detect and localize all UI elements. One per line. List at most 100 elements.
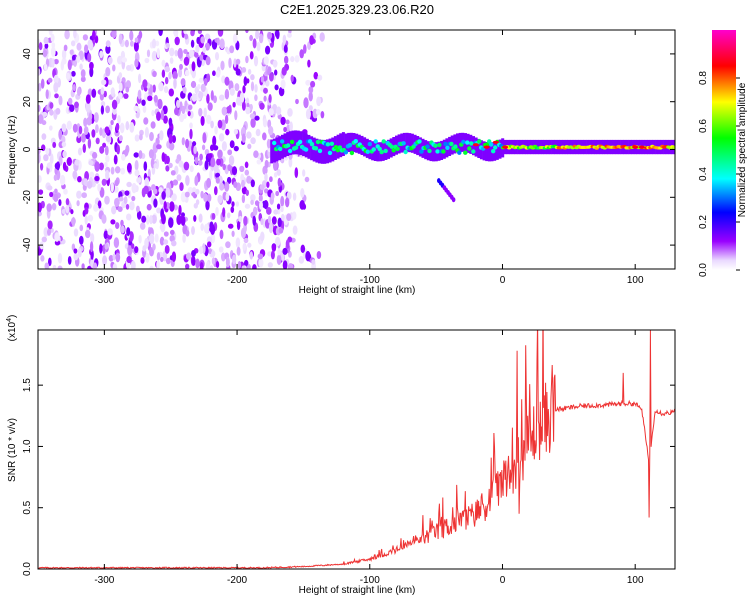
heatmap-noise-cell — [62, 150, 67, 158]
heatmap-noise-cell — [73, 253, 79, 261]
heatmap-noise-cell — [172, 179, 179, 186]
heatmap-noise-cell — [273, 209, 279, 215]
heatmap-noise-cell — [105, 134, 112, 143]
heatmap-noise-cell — [151, 109, 155, 117]
heatmap-noise-cell — [115, 252, 121, 263]
heatmap-noise-cell — [99, 127, 103, 136]
heatmap-noise-cell — [88, 160, 94, 166]
heatmap-noise-cell — [205, 261, 210, 269]
heatmap-noise-cell — [283, 126, 287, 133]
heatmap-noise-cell — [276, 169, 281, 176]
heatmap-noise-cell — [280, 79, 286, 90]
heatmap-noise-cell — [206, 193, 212, 202]
heatmap-noise-cell — [138, 234, 142, 244]
heatmap-noise-cell — [45, 147, 50, 155]
heatmap-noise-cell — [320, 110, 325, 119]
heatmap-signal-halo — [368, 140, 372, 160]
heatmap-noise-cell — [72, 170, 78, 180]
heatmap-signal-cell — [457, 150, 462, 155]
heatmap-noise-cell — [52, 264, 57, 269]
heatmap-noise-cell — [209, 169, 213, 181]
heatmap-peak-cell — [483, 145, 490, 149]
heatmap-noise-cell — [234, 110, 238, 121]
heatmap-noise-cell — [200, 115, 205, 126]
heatmap-signal-halo — [442, 139, 446, 159]
heatmap-signal-halo — [405, 132, 409, 152]
heatmap-noise-cell — [219, 182, 225, 191]
heatmap-noise-cell — [58, 95, 63, 106]
heatmap-noise-cell — [58, 155, 63, 166]
heatmap-noise-cell — [189, 122, 193, 129]
heatmap-noise-cell — [118, 33, 123, 45]
heatmap-noise-cell — [50, 33, 55, 43]
heatmap-noise-cell — [316, 96, 322, 107]
heatmap-noise-cell — [277, 177, 282, 188]
heatmap-noise-cell — [126, 162, 132, 173]
heatmap-noise-cell — [107, 56, 113, 65]
heatmap-noise-cell — [158, 82, 164, 92]
heatmap-signal-cell — [309, 142, 315, 147]
heatmap-noise-cell — [38, 175, 42, 183]
heatmap-noise-cell — [57, 265, 63, 269]
heatmap-noise-cell — [131, 243, 135, 249]
heatmap-noise-cell — [231, 254, 237, 265]
heatmap-noise-cell — [271, 216, 277, 225]
heatmap-noise-cell — [249, 251, 254, 260]
heatmap-noise-cell — [134, 37, 139, 44]
heatmap-noise-cell — [63, 188, 68, 195]
heatmap-noise-cell — [173, 31, 179, 37]
heatmap-noise-cell — [168, 71, 172, 80]
heatmap-signal-halo — [410, 133, 414, 153]
heatmap-noise-cell — [73, 228, 79, 237]
heatmap-noise-cell — [171, 240, 177, 247]
heatmap-noise-cell — [135, 205, 140, 213]
heatmap-noise-cell — [144, 57, 150, 64]
heatmap-noise-cell — [133, 40, 139, 52]
heatmap-noise-cell — [277, 217, 282, 228]
heatmap-noise-cell — [181, 105, 186, 115]
heatmap-noise-cell — [211, 250, 216, 258]
heatmap-noise-cell — [65, 198, 70, 206]
heatmap-noise-cell — [110, 166, 115, 175]
heatmap-noise-cell — [302, 169, 306, 177]
heatmap-noise-cell — [125, 64, 132, 71]
heatmap-noise-cell — [43, 36, 49, 45]
heatmap-signal-halo — [495, 140, 499, 160]
heatmap-noise-cell — [149, 265, 154, 269]
heatmap-noise-cell — [54, 93, 59, 99]
heatmap-noise-cell — [214, 52, 220, 61]
heatmap-noise-cell — [307, 59, 311, 68]
heatmap-noise-cell — [46, 162, 53, 169]
heatmap-noise-cell — [77, 147, 83, 156]
colorbar-tick-label: 0.2 — [698, 215, 709, 229]
heatmap-noise-cell — [174, 49, 178, 57]
heatmap-signal-halo — [485, 142, 489, 162]
heatmap-noise-cell — [43, 63, 48, 71]
heatmap-signal-halo — [387, 139, 390, 159]
colorbar: 0.0 0.2 0.4 0.6 0.8 Normalized spectral ampl… — [698, 30, 748, 277]
heatmap-signal-cell — [325, 142, 331, 147]
heatmap-noise-cell — [114, 197, 120, 207]
heatmap-noise-cell — [185, 263, 190, 269]
heatmap-noise-cell — [134, 134, 140, 142]
heatmap-noise-cell — [113, 237, 120, 249]
colorbar-gradient — [712, 30, 736, 270]
heatmap-noise-cell — [129, 122, 135, 133]
heatmap-noise-cell — [143, 185, 149, 195]
heatmap-noise-cell — [243, 215, 248, 226]
heatmap-noise-cell — [212, 145, 219, 151]
heatmap-noise-cell — [215, 172, 221, 178]
heatmap-noise-cell — [227, 149, 233, 156]
heatmap-signal-halo — [272, 138, 276, 163]
heatmap-noise-cell — [144, 177, 150, 188]
heatmap-noise-cell — [242, 85, 246, 94]
heatmap-signal-cell — [315, 139, 321, 145]
heatmap-signal-halo — [294, 130, 298, 155]
heatmap-noise-cell — [63, 44, 68, 52]
heatmap-signal-cell — [383, 148, 388, 154]
heatmap-noise-cell — [247, 242, 252, 248]
heatmap-noise-cell — [226, 176, 232, 184]
heatmap-noise-cell — [54, 188, 58, 194]
heatmap-noise-cell — [83, 126, 89, 135]
heatmap-noise-cell — [163, 231, 169, 237]
